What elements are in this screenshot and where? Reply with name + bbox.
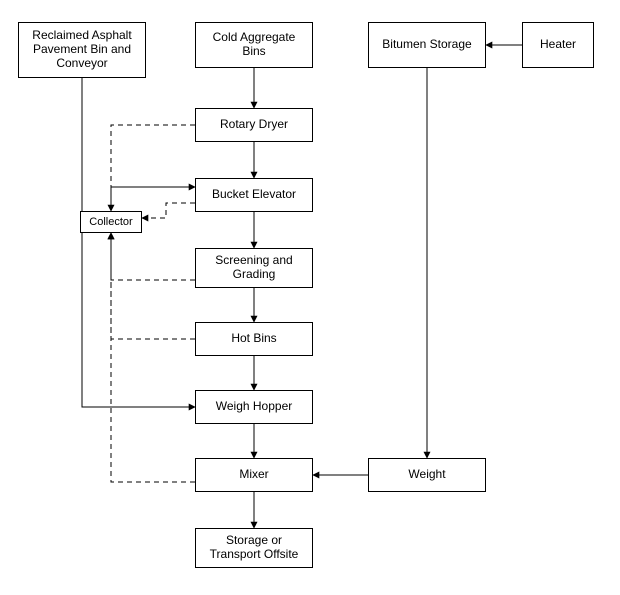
edge-bucket-collector — [142, 203, 195, 218]
node-label: Bitumen Storage — [382, 38, 471, 52]
node-label: Weight — [408, 468, 445, 482]
node-label: Weigh Hopper — [216, 400, 293, 414]
node-hotbins: Hot Bins — [195, 322, 313, 356]
flowchart-canvas: Reclaimed Asphalt Pavement Bin and Conve… — [0, 0, 620, 595]
edge-rotary-collector — [111, 125, 195, 211]
node-bitumen: Bitumen Storage — [368, 22, 486, 68]
edge-reclaimed-weigh — [82, 78, 195, 407]
node-label: Collector — [89, 216, 132, 229]
node-label: Hot Bins — [231, 332, 276, 346]
node-weight: Weight — [368, 458, 486, 492]
node-rotary: Rotary Dryer — [195, 108, 313, 142]
node-collector: Collector — [80, 211, 142, 233]
node-label: Storage or Transport Offsite — [200, 534, 308, 562]
node-label: Mixer — [239, 468, 268, 482]
node-label: Bucket Elevator — [212, 188, 296, 202]
node-mixer: Mixer — [195, 458, 313, 492]
node-label: Heater — [540, 38, 576, 52]
node-cold-bins: Cold Aggregate Bins — [195, 22, 313, 68]
node-label: Screening and Grading — [200, 254, 308, 282]
edges-layer — [0, 0, 620, 595]
edge-hot-collector — [111, 233, 195, 339]
edge-mixer-collector — [111, 233, 195, 482]
node-screening: Screening and Grading — [195, 248, 313, 288]
node-label: Rotary Dryer — [220, 118, 288, 132]
node-bucket: Bucket Elevator — [195, 178, 313, 212]
node-storage: Storage or Transport Offsite — [195, 528, 313, 568]
edge-screen-collector — [111, 233, 195, 280]
node-heater: Heater — [522, 22, 594, 68]
edge-collector-bucket — [111, 187, 195, 211]
node-label: Reclaimed Asphalt Pavement Bin and Conve… — [23, 29, 141, 70]
node-weigh: Weigh Hopper — [195, 390, 313, 424]
node-label: Cold Aggregate Bins — [200, 31, 308, 59]
node-reclaimed: Reclaimed Asphalt Pavement Bin and Conve… — [18, 22, 146, 78]
